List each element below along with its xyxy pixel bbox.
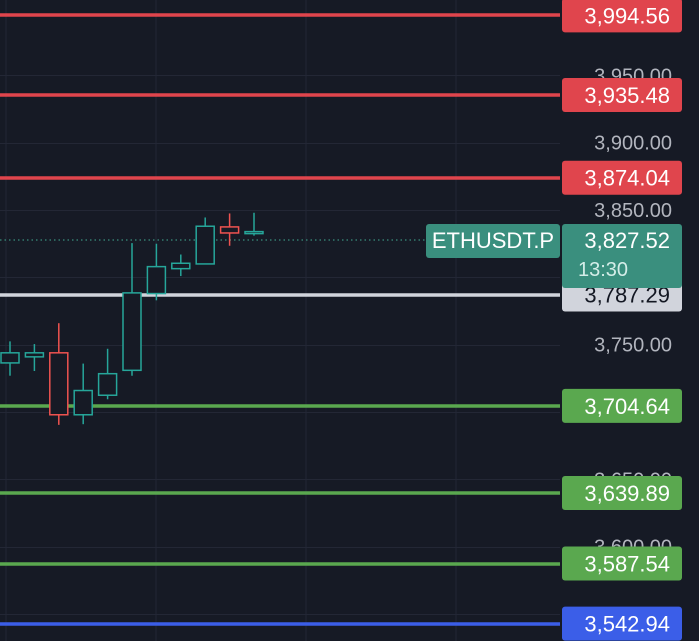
price-label: 3,874.04 — [584, 166, 670, 191]
y-axis-tick-label: 3,750.00 — [594, 335, 672, 357]
candle-body[interactable] — [49, 352, 69, 416]
price-label: 3,704.64 — [584, 394, 670, 419]
y-axis-tick-label: 3,900.00 — [594, 133, 672, 155]
symbol-badge[interactable] — [426, 224, 560, 258]
price-label: 3,994.56 — [584, 3, 670, 28]
candle-body[interactable] — [122, 292, 142, 372]
candle-body[interactable] — [195, 225, 215, 265]
price-label-box[interactable] — [562, 476, 682, 511]
countdown-timer: 13:30 — [578, 259, 628, 281]
candle-body[interactable] — [219, 226, 240, 234]
candle-body[interactable] — [73, 389, 93, 416]
price-label-box[interactable] — [562, 546, 682, 581]
last-price-box[interactable] — [562, 224, 682, 288]
price-label: 3,587.54 — [584, 552, 670, 577]
last-price-label: 3,827.52 — [584, 228, 670, 253]
price-label: 3,639.89 — [584, 481, 670, 506]
candle-body[interactable] — [97, 372, 118, 396]
price-label: 3,542.94 — [584, 612, 670, 637]
candle-body[interactable] — [171, 262, 191, 270]
y-axis-tick-label: 3,850.00 — [594, 200, 672, 222]
price-label-box[interactable] — [562, 160, 682, 195]
candle-body[interactable] — [244, 230, 264, 235]
price-label-box[interactable] — [562, 606, 682, 641]
price-label-box[interactable] — [562, 388, 682, 423]
candle-body[interactable] — [146, 265, 167, 295]
price-label-box[interactable] — [562, 0, 682, 33]
candle-body[interactable] — [24, 352, 45, 358]
symbol-label: ETHUSDT.P — [432, 228, 554, 253]
price-label-box[interactable] — [562, 77, 682, 112]
candle-body[interactable] — [0, 352, 20, 364]
price-label: 3,935.48 — [584, 83, 670, 108]
